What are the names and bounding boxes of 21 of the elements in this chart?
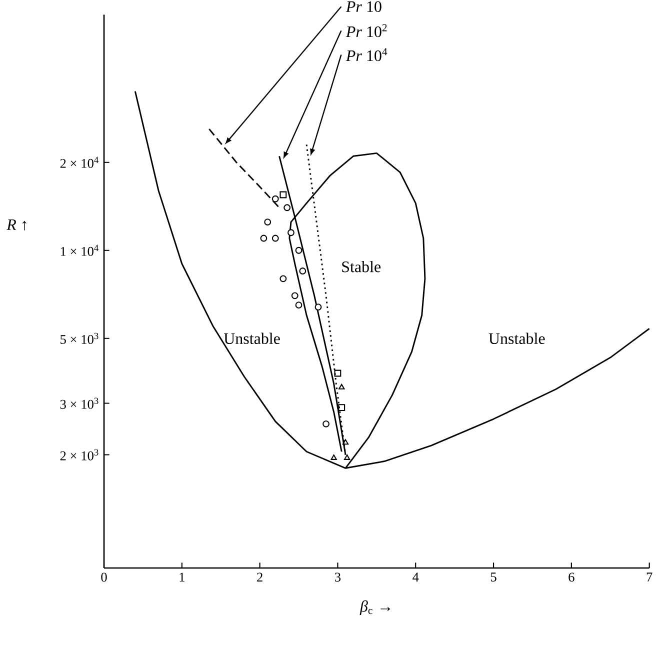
- x-tick-label: 1: [180, 572, 184, 582]
- y-tick-label: 2 × 10$^{4}$: [60, 156, 98, 168]
- y-tick-label: 1 × 10$^{4}$: [60, 244, 98, 256]
- y-tick-label: 2 × 10$^{3}$: [60, 449, 98, 461]
- x-axis-title: β$_{c}$ →: [360, 600, 390, 616]
- x-tick-label: 7: [646, 572, 652, 582]
- y-tick-label: 3 × 10$^{3}$: [60, 398, 98, 410]
- x-tick-label: 3: [335, 572, 341, 582]
- annotation: Pr 10: [346, 1, 382, 12]
- y-axis-title: R ↑: [6, 220, 26, 231]
- annotation: Pr 10$^{2}$: [346, 24, 387, 38]
- annotation: Stable: [342, 261, 381, 272]
- annotation: Unstable: [488, 332, 545, 344]
- x-tick-label: 5: [490, 572, 496, 582]
- x-tick-label: 2: [257, 572, 262, 582]
- annotation: Pr 10$^{4}$: [346, 48, 388, 62]
- x-tick-label: 0: [101, 572, 107, 582]
- y-tick-label: 5 × 10$^{3}$: [60, 333, 98, 344]
- x-tick-label: 6: [568, 572, 574, 582]
- x-tick-label: 4: [412, 572, 419, 582]
- annotation: Unstable: [224, 332, 280, 344]
